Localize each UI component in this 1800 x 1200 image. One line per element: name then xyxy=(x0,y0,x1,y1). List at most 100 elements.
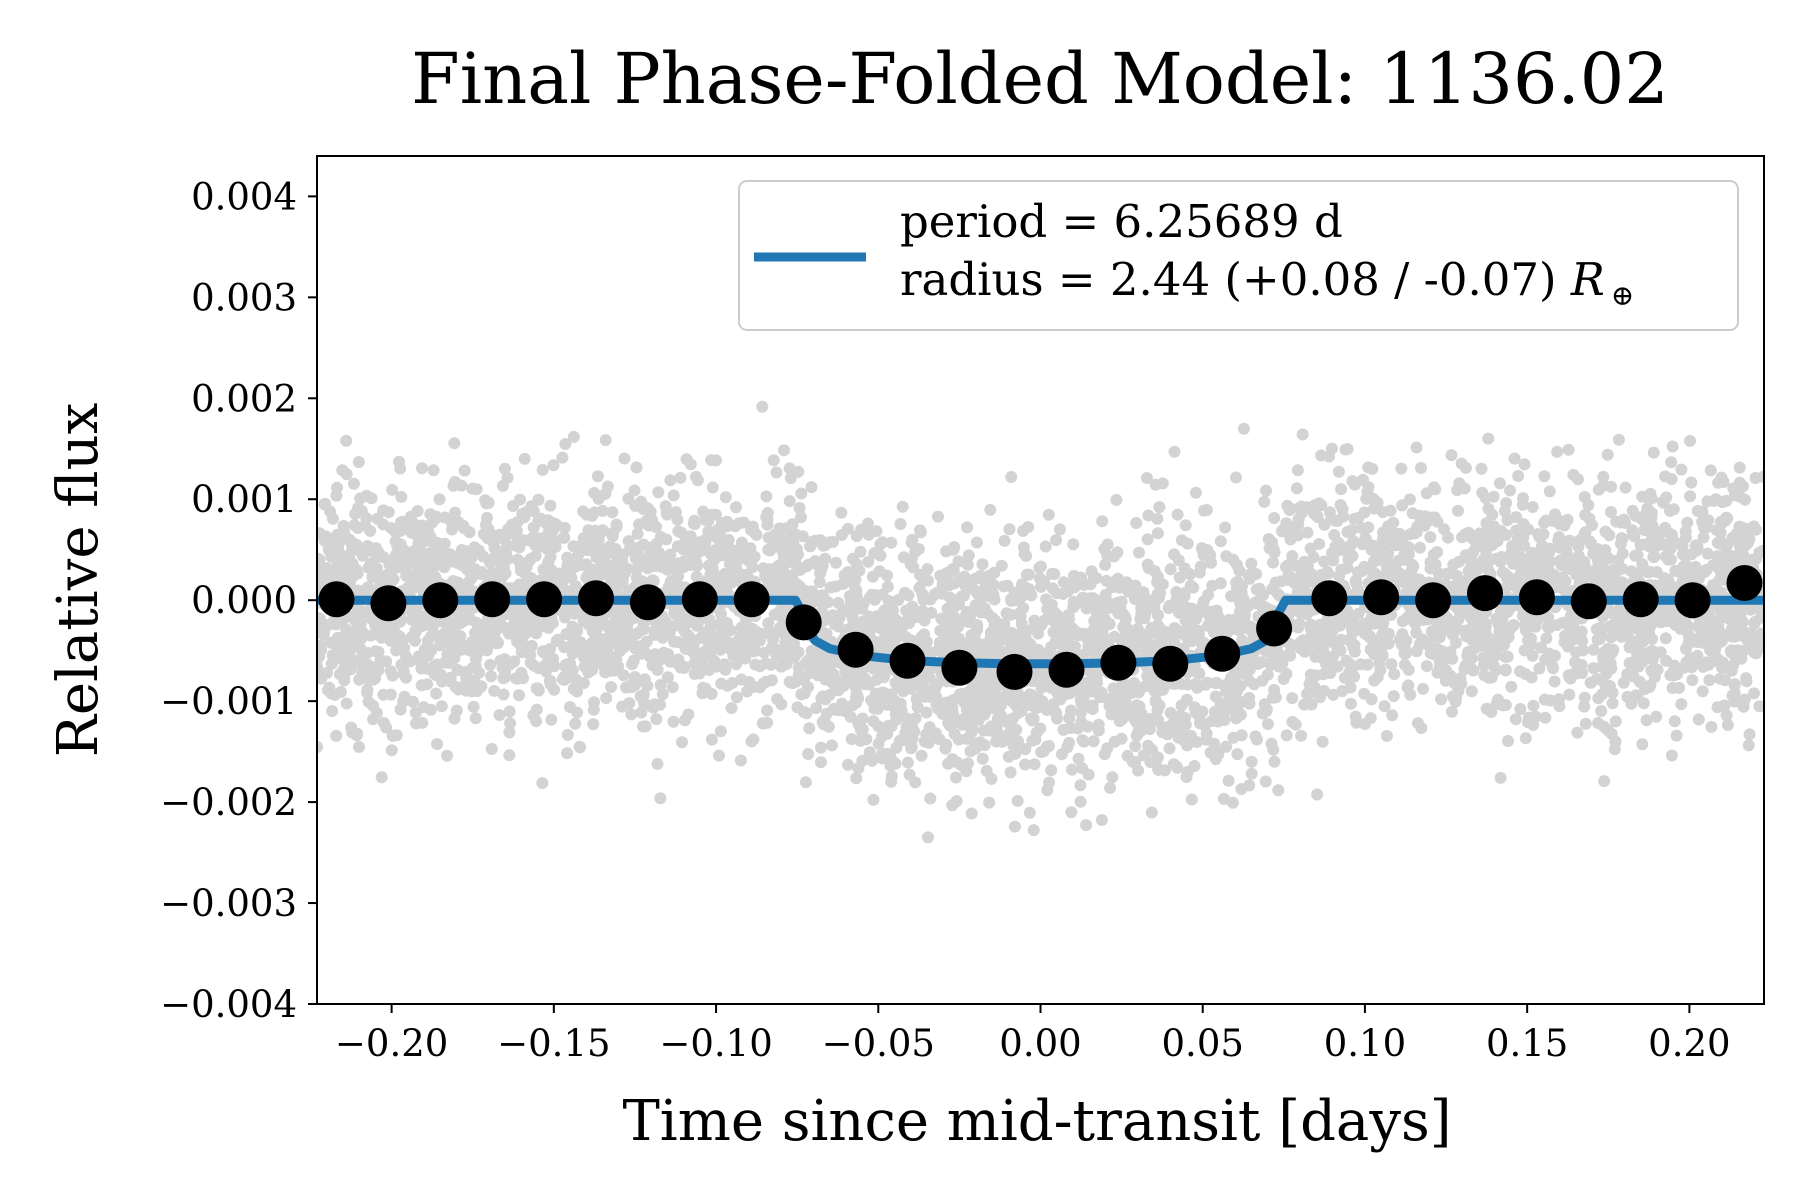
raw-point xyxy=(1475,462,1488,475)
raw-point xyxy=(354,642,367,655)
raw-point xyxy=(523,534,536,547)
raw-point xyxy=(924,792,937,805)
raw-point xyxy=(1130,729,1143,742)
raw-point xyxy=(1171,508,1184,521)
raw-point xyxy=(1039,540,1052,553)
raw-point xyxy=(1733,539,1746,552)
raw-point xyxy=(564,701,576,713)
raw-point xyxy=(1612,433,1625,446)
raw-point xyxy=(1544,694,1557,707)
x-axis-label: Time since mid-transit [days] xyxy=(622,1089,1451,1154)
raw-point xyxy=(662,562,675,575)
raw-point xyxy=(1041,603,1054,615)
raw-point xyxy=(654,618,667,631)
raw-point xyxy=(1323,506,1336,519)
raw-point xyxy=(1646,519,1659,532)
raw-point xyxy=(1053,628,1066,641)
raw-point xyxy=(1028,614,1041,627)
raw-point xyxy=(395,516,408,529)
raw-point xyxy=(1523,557,1536,569)
raw-point xyxy=(800,707,813,720)
raw-point xyxy=(1596,688,1609,701)
raw-point xyxy=(340,623,353,636)
raw-point xyxy=(1692,713,1705,726)
raw-point xyxy=(384,566,397,579)
raw-point xyxy=(688,657,701,670)
raw-point xyxy=(433,493,446,506)
raw-point xyxy=(1289,718,1302,731)
raw-point xyxy=(590,551,603,564)
raw-point xyxy=(1099,558,1112,571)
raw-point xyxy=(1578,691,1591,704)
raw-point xyxy=(802,748,815,760)
raw-point xyxy=(484,658,497,671)
raw-point xyxy=(628,484,641,497)
raw-point xyxy=(1327,650,1340,663)
raw-point xyxy=(530,703,543,716)
raw-point xyxy=(1371,496,1384,509)
raw-point xyxy=(622,535,635,548)
raw-point xyxy=(674,471,687,484)
raw-point xyxy=(1620,627,1633,640)
raw-point xyxy=(394,635,407,648)
raw-point xyxy=(1546,659,1559,672)
raw-point xyxy=(761,507,774,519)
raw-point xyxy=(369,618,381,631)
raw-point xyxy=(377,504,390,517)
raw-point xyxy=(480,641,492,654)
raw-point xyxy=(980,764,993,777)
raw-point xyxy=(1129,579,1142,592)
raw-point xyxy=(1493,477,1506,490)
raw-point xyxy=(380,655,393,668)
raw-point xyxy=(1648,549,1661,562)
raw-point xyxy=(922,831,934,844)
raw-point xyxy=(536,777,549,790)
raw-point xyxy=(1432,567,1445,580)
raw-point xyxy=(577,614,590,627)
raw-point xyxy=(503,705,516,718)
raw-point xyxy=(1333,570,1346,583)
raw-point xyxy=(838,569,851,582)
raw-point xyxy=(813,576,826,589)
raw-point xyxy=(651,757,664,770)
raw-point xyxy=(1230,471,1242,484)
raw-point xyxy=(1378,700,1391,713)
raw-point xyxy=(1196,705,1209,718)
raw-point xyxy=(1505,680,1518,693)
raw-point xyxy=(352,456,365,468)
raw-point xyxy=(816,589,829,602)
raw-point xyxy=(1735,652,1748,665)
raw-point xyxy=(469,712,482,725)
raw-point xyxy=(1332,465,1345,478)
raw-point xyxy=(1316,735,1329,748)
raw-point xyxy=(1154,587,1166,600)
raw-point xyxy=(1715,567,1728,580)
raw-point xyxy=(590,534,603,547)
raw-point xyxy=(573,740,586,753)
raw-point xyxy=(1556,616,1569,629)
raw-point xyxy=(1438,523,1450,536)
raw-point xyxy=(1364,643,1377,656)
raw-point xyxy=(1217,713,1230,726)
raw-point xyxy=(1715,538,1728,551)
raw-point xyxy=(1341,546,1354,559)
raw-point xyxy=(817,718,830,731)
raw-point xyxy=(1433,654,1446,667)
raw-point xyxy=(974,643,987,656)
raw-point xyxy=(1011,794,1024,807)
raw-point xyxy=(1151,527,1164,540)
raw-point xyxy=(416,716,429,729)
raw-point xyxy=(353,741,365,753)
raw-point xyxy=(1245,767,1258,780)
raw-point xyxy=(1756,544,1764,557)
raw-point xyxy=(1151,512,1164,525)
raw-point xyxy=(929,682,942,695)
raw-point xyxy=(1267,556,1280,569)
raw-point xyxy=(1725,554,1738,566)
raw-point xyxy=(1235,783,1248,795)
raw-point xyxy=(606,530,619,543)
raw-point xyxy=(996,735,1009,748)
raw-point xyxy=(390,729,403,742)
raw-point xyxy=(734,643,747,656)
raw-point xyxy=(496,479,509,492)
